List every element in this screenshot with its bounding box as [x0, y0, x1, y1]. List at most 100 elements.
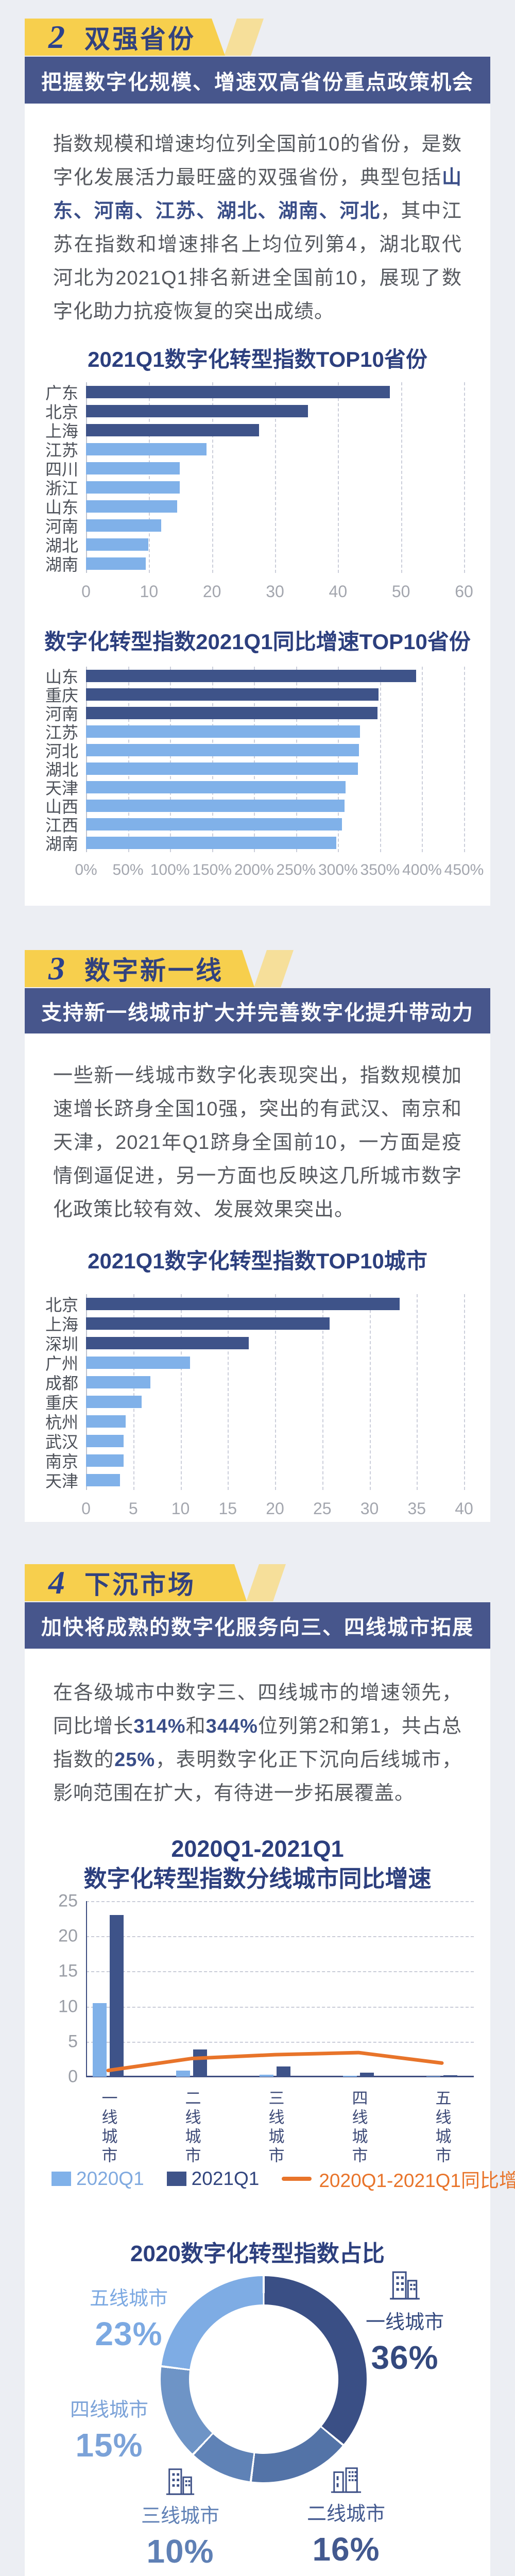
gridline — [86, 1901, 474, 1902]
chart-legend: 2020Q1 2021Q1 2020Q1-2021Q1同比增速 — [52, 2165, 515, 2193]
section-banner-provinces: 把握数字化规模、增速双高省份重点政策机会 — [25, 57, 490, 104]
axis-tick-label: 0 — [81, 582, 91, 601]
axis-tick-label: 5 — [128, 1499, 138, 1518]
bar — [86, 557, 146, 570]
bar — [86, 481, 180, 494]
gridline — [212, 382, 213, 573]
category-label: 深圳 — [45, 1335, 78, 1353]
axis-tick-label: 450% — [444, 861, 484, 878]
donut-label-tier3: 三线城市 10% — [141, 2500, 219, 2570]
category-label: 湖南 — [45, 835, 78, 853]
section-number: 3 — [48, 950, 65, 987]
buildings-icon — [166, 2468, 195, 2495]
chart-title-line2: 数字化转型指数分线城市同比增速 — [83, 1866, 432, 1892]
donut-label-text: 二线城市 — [306, 2503, 386, 2525]
axis-tick-label: 60 — [455, 582, 473, 601]
bar-chart-provinces-index: 0 10 20 30 40 50 60 广东 北京 上海 江苏 四川 浙江 山东 河南 湖北 湖南 — [25, 382, 490, 614]
banner-echo-shape — [224, 19, 264, 56]
category-label: 北京 — [45, 1296, 78, 1314]
donut-hole — [189, 2304, 338, 2454]
donut-label-tier5: 五线城市 23% — [90, 2282, 168, 2353]
bar-2021q1 — [110, 1915, 124, 2077]
axis-tick-label: 250% — [276, 861, 316, 878]
highlighted-text: 25% — [114, 1749, 156, 1771]
bar — [86, 1298, 400, 1310]
category-label: 浙江 — [45, 479, 78, 498]
category-label: 南京 — [45, 1452, 78, 1471]
axis-tick-label: 150% — [192, 861, 232, 878]
section-banner-cities: 支持新一线城市扩大并完善数字化提升带动力 — [25, 988, 490, 1033]
axis-tick-label: 400% — [402, 861, 442, 878]
legend-label-2021q1: 2021Q1 — [191, 2168, 260, 2189]
axis-tick-label: 10 — [58, 1996, 78, 2016]
section-number: 4 — [48, 1564, 65, 1601]
category-label: 北京 — [45, 402, 78, 421]
y-axis-line — [86, 667, 87, 852]
gridline — [149, 382, 150, 573]
gridline — [417, 1294, 418, 1490]
category-label: 天津 — [45, 779, 78, 798]
section-banner-text: 把握数字化规模、增速双高省份重点政策机会 — [41, 71, 474, 94]
donut-chart-tier-share — [161, 2276, 367, 2482]
body-text: ，表明数字化正下沉向后线城市，影响范围在扩大，有待进一步拓展覆盖。 — [53, 1749, 462, 1804]
section-header-tiers: 4 下沉市场 — [25, 1564, 247, 1601]
gridline — [170, 667, 171, 852]
gridline — [380, 667, 381, 852]
axis-tick-label: 0% — [75, 861, 97, 878]
gridline — [338, 667, 339, 852]
donut-label-tier1: 一线城市 36% — [366, 2306, 444, 2377]
bar — [86, 818, 342, 831]
category-label: 江苏 — [45, 440, 78, 460]
gridline — [228, 1294, 229, 1490]
axis-tick-label: 15 — [218, 1499, 237, 1518]
bar — [86, 688, 379, 701]
category-label: 江西 — [45, 816, 78, 835]
bar — [86, 1396, 142, 1408]
axis-tick-label: 350% — [360, 861, 400, 878]
category-label: 杭州 — [45, 1413, 78, 1432]
gridline — [338, 382, 339, 573]
gridline — [254, 667, 255, 852]
axis-tick-label: 25 — [58, 1891, 78, 1911]
section-banner-tiers: 加快将成熟的数字化服务向三、四线城市拓展 — [25, 1602, 490, 1649]
chart-title-tier-share: 2020数字化转型指数占比 — [130, 2241, 385, 2266]
legend-line-growth — [282, 2177, 312, 2181]
category-label: 重庆 — [45, 686, 78, 705]
category-label: 河北 — [45, 742, 78, 760]
category-label: 广东 — [45, 383, 78, 402]
bar — [86, 707, 377, 719]
axis-tick-label: 40 — [329, 582, 348, 601]
axis-tick-label: 300% — [318, 861, 358, 878]
growth-line — [106, 2050, 444, 2073]
section-banner-text: 支持新一线城市扩大并完善数字化提升带动力 — [41, 1002, 474, 1024]
gridline — [464, 667, 465, 852]
donut-pct-text: 36% — [371, 2339, 439, 2376]
section-header-cities: 3 数字新一线 — [25, 950, 254, 987]
bar — [86, 670, 417, 682]
paragraph-cities: 一些新一线城市数字化表现突出，指数规模加速增长跻身全国10强，突出的有武汉、南京… — [53, 1059, 462, 1227]
category-label: 武汉 — [45, 1433, 78, 1451]
combo-chart-category-labels: 一线城市 二线城市 三线城市 四线城市 五线城市 — [25, 2090, 490, 2172]
section-number: 2 — [48, 19, 65, 55]
y-axis-line — [86, 1294, 87, 1490]
donut-label-tier4: 四线城市 15% — [70, 2394, 148, 2464]
bar-2021q1 — [443, 2075, 457, 2077]
legend-label-growth: 2020Q1-2021Q1同比增速 — [319, 2170, 515, 2191]
chart-title-provinces-growth: 数字化转型指数2021Q1同比增速TOP10省份 — [44, 630, 471, 654]
gridline — [296, 667, 297, 852]
category-label: 河南 — [45, 517, 78, 536]
category-label: 四川 — [45, 460, 78, 479]
category-label: 上海 — [45, 1315, 78, 1334]
bar-chart-provinces-growth: 0% 50% 100% 150% 200% 250% 300% 350% 400% 450% 山东重… — [25, 667, 490, 893]
bar-2020q1 — [176, 2070, 190, 2077]
bar-2021q1 — [193, 2049, 207, 2077]
highlighted-text: 314% — [133, 1716, 186, 1737]
buildings-icon — [331, 2467, 362, 2493]
category-label: 二线城市 — [182, 2090, 201, 2166]
axis-tick-label: 50% — [112, 861, 144, 878]
bar — [86, 538, 149, 551]
axis-tick-label: 35 — [407, 1499, 426, 1518]
category-label: 山东 — [45, 498, 78, 517]
donut-label-tier2: 二线城市 16% — [307, 2498, 385, 2568]
